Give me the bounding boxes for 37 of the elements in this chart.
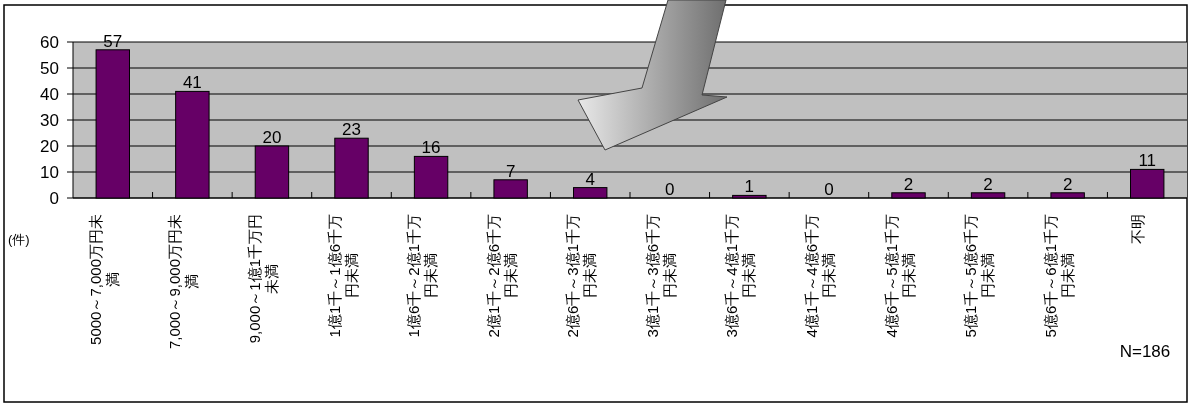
data-label: 2 [1062,174,1073,194]
data-label: 23 [342,120,361,140]
text: N=186 [1119,342,1171,361]
x-tick-label: 5000～7,000万円未満 [86,214,121,345]
y-tick-label: 10 [40,163,59,182]
y-axis-title: (件) [8,232,30,247]
x-tick-label: 3億1千～3億6千万円未満 [643,214,678,338]
data-label: 57 [103,31,123,51]
data-label: 1 [744,177,755,197]
y-tick-label: 50 [40,59,59,78]
y-tick-label: 0 [49,189,59,208]
x-tick-label: 不明 [1129,214,1147,244]
data-label: 20 [262,128,282,147]
data-label: 7 [505,161,516,181]
data-label: 16 [421,138,441,158]
x-tick-label: 1億6千～2億1千万円未満 [405,214,440,338]
data-label: 0 [824,180,834,199]
x-tick-label: 9,000～1億1千万円未満 [245,214,280,344]
data-label: 4 [585,169,595,189]
data-label: 0 [665,180,675,199]
data-label: 2 [983,174,993,194]
data-label: 41 [182,73,202,93]
x-tick-label: 4億1千～4億6千万円未満 [802,214,837,338]
x-tick-label: 7,000～9,000万円未満 [166,214,201,350]
y-tick-label: 20 [40,137,59,156]
x-tick-label: 2億6千～3億1千万円未満 [564,214,599,338]
x-tick-label: 1億1千～1億6千万円未満 [325,214,360,338]
data-label: 11 [1138,151,1157,171]
y-tick-label: 30 [40,111,59,130]
x-tick-label: 3億6千～4億1千万円未満 [723,214,758,338]
y-tick-label: 60 [40,33,59,52]
y-tick-label: 40 [40,85,59,104]
x-tick-label: 5億1千～5億6千万円未満 [962,214,997,338]
x-tick-label: 2億1千～2億6千万円未満 [484,214,519,338]
x-tick-label: 5億6千～6億1千万円未満 [1041,214,1076,338]
x-tick-label: 4億6千～5億1千万円未満 [882,214,917,338]
data-label: 2 [903,174,914,194]
